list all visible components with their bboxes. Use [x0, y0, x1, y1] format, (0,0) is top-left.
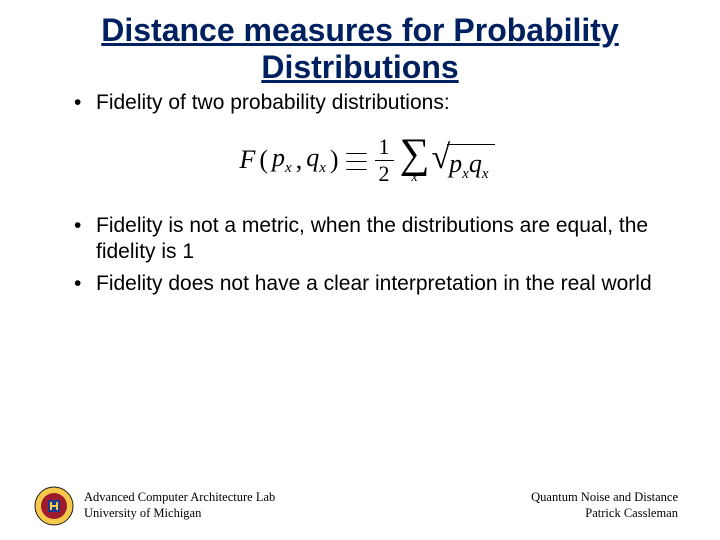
content-area: Fidelity of two probability distribution…: [50, 90, 670, 298]
paren-open: (: [259, 145, 268, 175]
sqrt: √ pxqx: [432, 138, 495, 183]
footer-left: Advanced Computer Architecture Lab Unive…: [34, 486, 275, 526]
fraction: 1 2: [375, 136, 394, 185]
footer-university: University of Michigan: [84, 506, 275, 522]
sigma: ∑ x: [400, 136, 430, 184]
radicand: pxqx: [447, 144, 494, 183]
equiv-sign: ———: [347, 148, 367, 172]
footer-author: Patrick Cassleman: [531, 506, 678, 522]
bullet-list-2: Fidelity is not a metric, when the distr…: [74, 213, 660, 298]
paren-close: ): [330, 145, 339, 175]
university-seal-icon: [34, 486, 74, 526]
footer-right: Quantum Noise and Distance Patrick Cassl…: [531, 490, 678, 521]
footer: Advanced Computer Architecture Lab Unive…: [0, 486, 720, 526]
footer-left-text: Advanced Computer Architecture Lab Unive…: [84, 490, 275, 521]
bullet-item: Fidelity of two probability distribution…: [74, 90, 660, 116]
footer-topic: Quantum Noise and Distance: [531, 490, 678, 506]
formula-block: F( px, qx) ——— 1 2 ∑ x √ pxqx: [74, 136, 660, 185]
bullet-list: Fidelity of two probability distribution…: [74, 90, 660, 116]
slide-title: Distance measures for Probability Distri…: [50, 12, 670, 86]
bullet-item: Fidelity does not have a clear interpret…: [74, 271, 660, 297]
slide: Distance measures for Probability Distri…: [0, 0, 720, 540]
formula-arg-p: px: [272, 143, 292, 177]
formula: F( px, qx) ——— 1 2 ∑ x √ pxqx: [239, 136, 494, 185]
bullet-item: Fidelity is not a metric, when the distr…: [74, 213, 660, 266]
formula-func: F: [239, 145, 255, 175]
comma: ,: [296, 145, 303, 175]
formula-arg-q: qx: [306, 143, 326, 177]
footer-lab: Advanced Computer Architecture Lab: [84, 490, 275, 506]
